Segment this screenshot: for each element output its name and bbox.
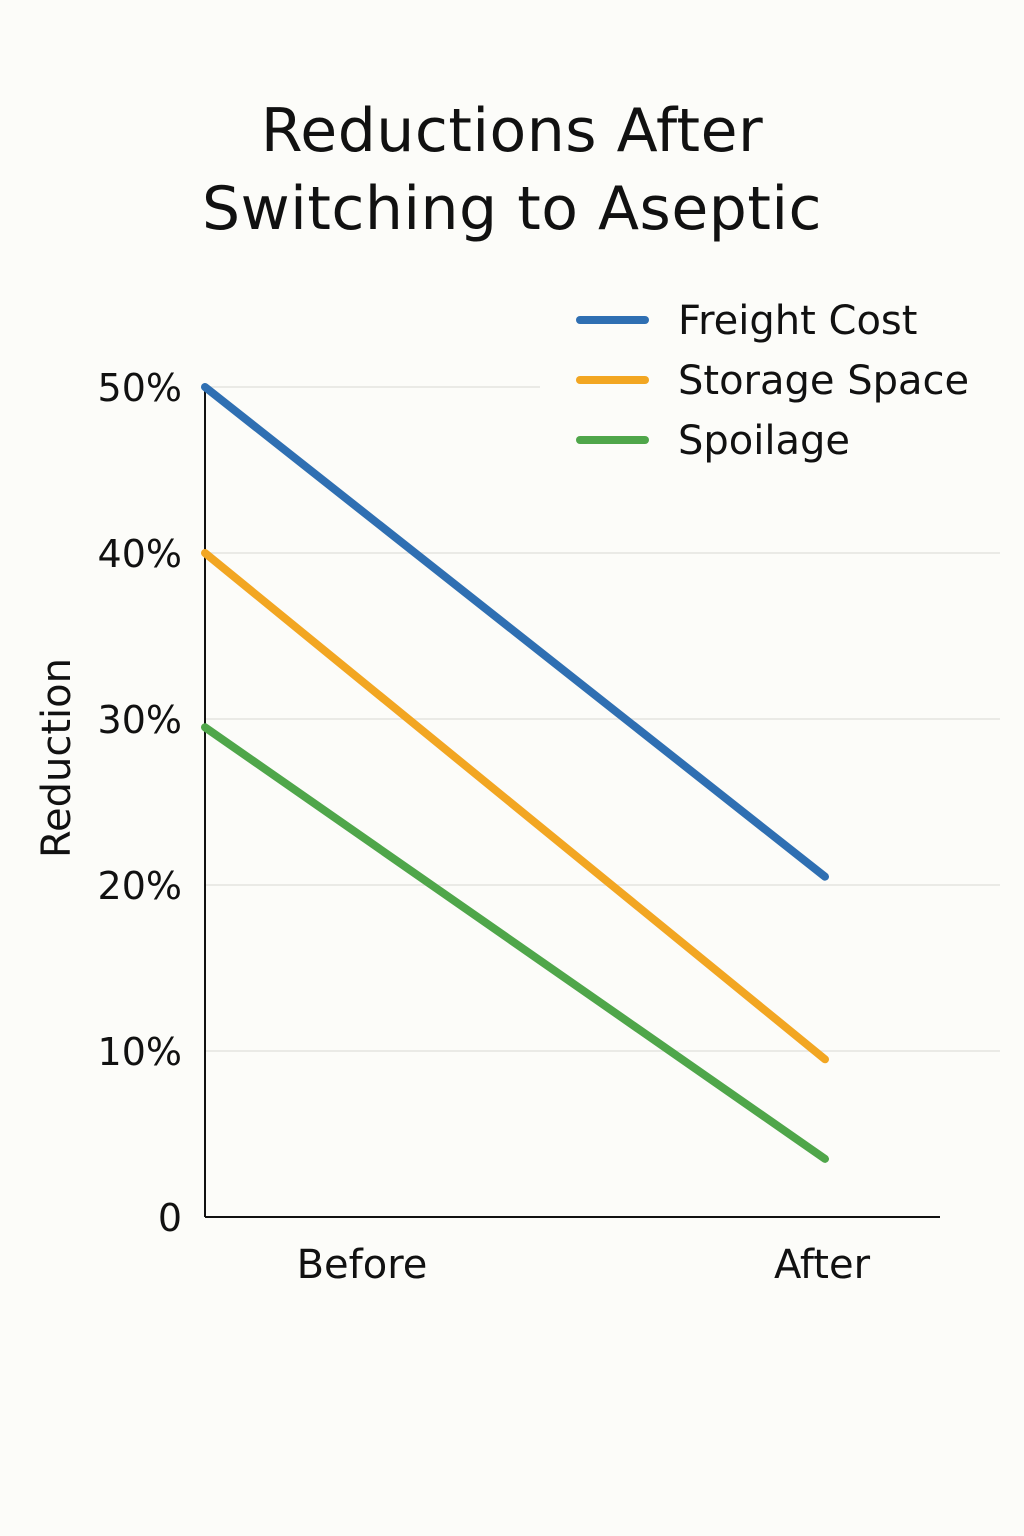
chart-title: Reductions After Switching to Aseptic (0, 92, 1024, 248)
series-line-storage-space (201, 549, 829, 1064)
axes (204, 387, 940, 1218)
x-category-label: After (774, 1242, 871, 1288)
legend-label: Storage Space (678, 358, 969, 404)
chart-title-line-1: Reductions After (260, 96, 764, 166)
legend-label: Spoilage (678, 418, 850, 464)
y-tick-labels: 0 10% 20% 30% 40% 50% (98, 366, 182, 1240)
y-tick-label: 50% (98, 366, 182, 410)
gridlines (205, 386, 1000, 1052)
y-tick-label: 30% (98, 698, 182, 742)
legend: Freight Cost Storage Space Spoilage (576, 298, 969, 464)
y-tick-label: 20% (98, 864, 182, 908)
chart-title-line-2: Switching to Aseptic (201, 174, 823, 244)
series-line-freight-cost (201, 383, 829, 881)
x-category-labels: Before After (297, 1242, 871, 1288)
legend-label: Freight Cost (678, 298, 917, 344)
series-lines (201, 383, 829, 1163)
y-axis-title: Reduction (34, 658, 80, 858)
y-tick-label: 10% (98, 1030, 182, 1074)
series-line-spoilage (201, 723, 829, 1163)
x-category-label: Before (297, 1242, 428, 1288)
y-tick-label: 40% (98, 532, 182, 576)
y-tick-label: 0 (158, 1196, 182, 1240)
